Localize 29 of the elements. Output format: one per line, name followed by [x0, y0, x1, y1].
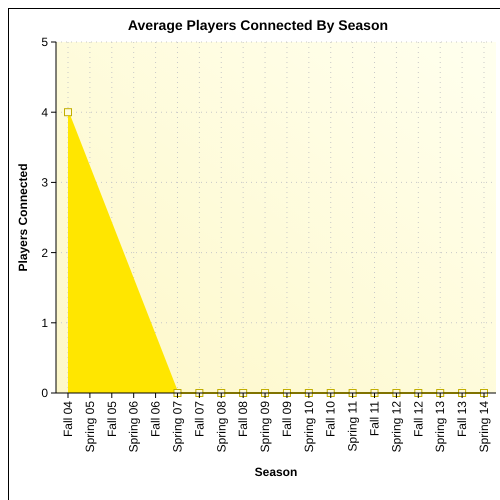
x-tick-label: Fall 04 [61, 400, 75, 438]
x-tick-label: Spring 09 [258, 400, 272, 452]
y-tick-label: 3 [41, 176, 48, 190]
x-tick-label: Spring 14 [477, 400, 491, 452]
y-tick-label: 4 [41, 105, 48, 120]
x-tick-label: Fall 06 [148, 400, 163, 438]
x-tick-label: Fall 12 [411, 400, 426, 438]
x-tick-label: Fall 09 [280, 400, 294, 438]
x-tick-label: Spring 12 [389, 400, 404, 452]
x-tick-label: Spring 06 [126, 400, 141, 452]
x-tick-label: Fall 13 [455, 400, 470, 438]
x-tick-label: Spring 13 [433, 400, 448, 452]
x-tick-label: Spring 08 [214, 400, 228, 452]
x-tick-label: Spring 11 [346, 400, 360, 452]
y-tick-label: 0 [41, 386, 48, 400]
x-tick-label: Fall 07 [192, 400, 206, 438]
y-tick-label: 1 [41, 316, 48, 330]
x-tick-label: Fall 08 [236, 400, 250, 438]
x-tick-label: Fall 05 [104, 400, 119, 438]
x-tick-label: Fall 10 [324, 400, 338, 438]
y-tick-label: 2 [41, 246, 48, 260]
y-axis-title: Players Connected [16, 163, 30, 272]
x-tick-label: Spring 07 [170, 400, 184, 452]
x-tick-label: Fall 11 [368, 400, 382, 436]
x-axis-title: Season [254, 465, 298, 479]
x-tick-label: Spring 05 [82, 400, 97, 452]
x-tick-label: Spring 10 [302, 400, 316, 452]
chart-title: Average Players Connected By Season [128, 17, 388, 33]
y-tick-label: 5 [41, 35, 48, 50]
